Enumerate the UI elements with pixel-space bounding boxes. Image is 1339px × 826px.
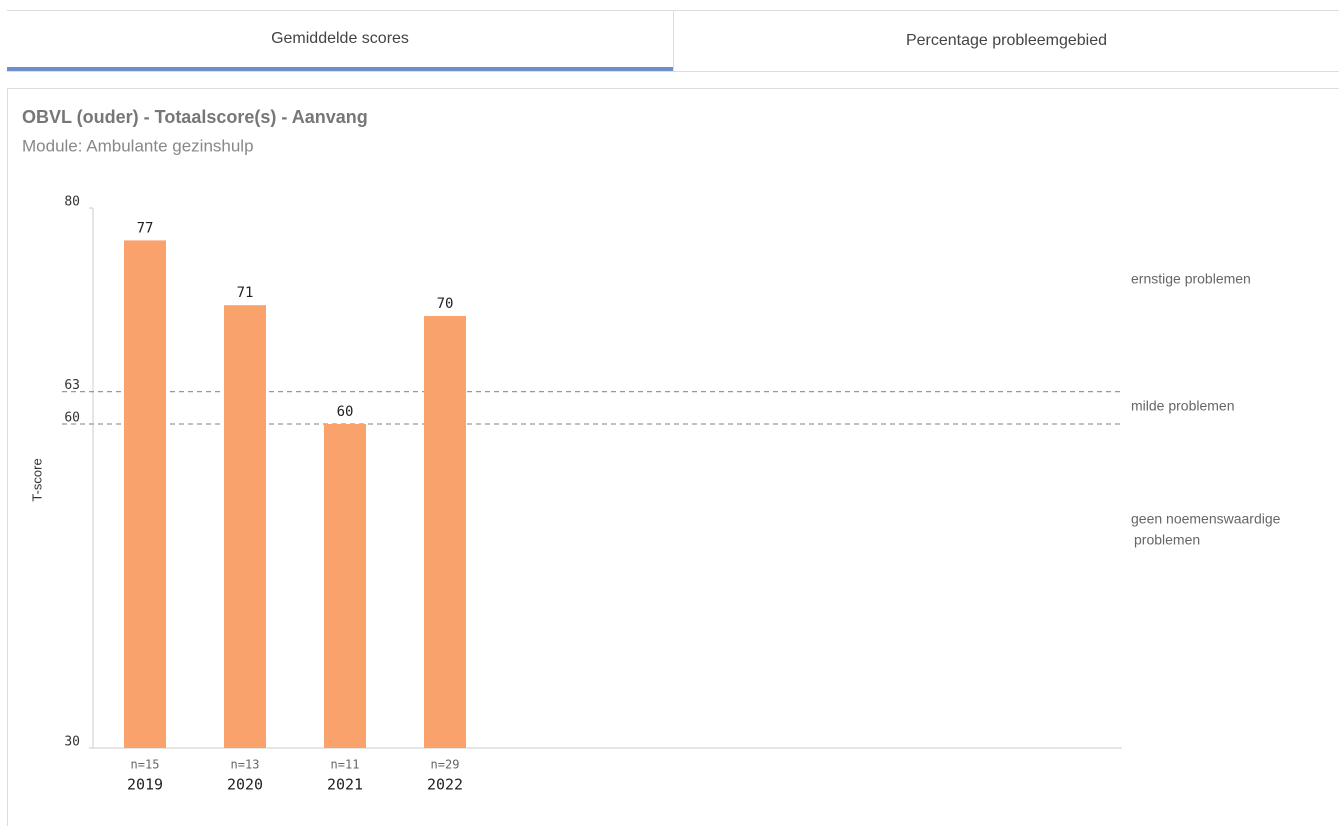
x-tick-label: 2022 bbox=[427, 776, 463, 794]
zone-label: ernstige problemen bbox=[1131, 271, 1251, 287]
y-tick-label: 30 bbox=[64, 735, 80, 750]
tab-bar: Gemiddelde scores Percentage probleemgeb… bbox=[7, 10, 1339, 72]
tab[interactable]: Percentage probleemgebied bbox=[673, 11, 1339, 71]
y-tick-label: 80 bbox=[64, 195, 80, 210]
y-axis-label: T-score bbox=[29, 458, 44, 501]
x-tick-label: 2020 bbox=[227, 776, 263, 794]
bar bbox=[224, 305, 266, 748]
bar bbox=[324, 424, 366, 748]
sample-size-label: n=11 bbox=[331, 758, 360, 772]
zone-label: problemen bbox=[1134, 532, 1200, 548]
zone-label: milde problemen bbox=[1131, 398, 1235, 414]
chart-panel bbox=[7, 88, 1339, 826]
sample-size-label: n=15 bbox=[131, 758, 160, 772]
bar bbox=[124, 240, 166, 748]
data-label: 71 bbox=[237, 285, 254, 301]
chart-title: OBVL (ouder) - Totaalscore(s) - Aanvang bbox=[22, 107, 368, 127]
y-tick-label: 63 bbox=[64, 378, 80, 393]
tab[interactable]: Gemiddelde scores bbox=[7, 11, 673, 71]
data-label: 77 bbox=[137, 220, 154, 236]
sample-size-label: n=13 bbox=[231, 758, 260, 772]
chart-subtitle: Module: Ambulante gezinshulp bbox=[22, 136, 254, 155]
x-tick-label: 2021 bbox=[327, 776, 363, 794]
data-label: 60 bbox=[337, 404, 354, 420]
y-tick-label: 60 bbox=[64, 411, 80, 426]
x-tick-label: 2019 bbox=[127, 776, 163, 794]
data-label: 70 bbox=[437, 296, 454, 312]
sample-size-label: n=29 bbox=[431, 758, 460, 772]
zone-label: geen noemenswaardige bbox=[1131, 511, 1281, 527]
bar bbox=[424, 316, 466, 748]
